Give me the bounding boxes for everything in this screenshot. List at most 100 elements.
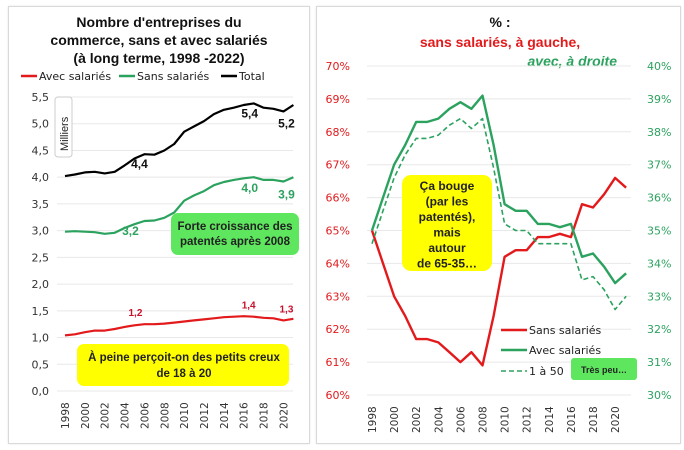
- x-tick-label: 2012: [199, 402, 211, 429]
- x-tick-label: 2000: [80, 402, 92, 429]
- x-tick-label: 2020: [610, 406, 622, 433]
- x-tick-label: 2014: [219, 402, 231, 429]
- x-tick-label: 2006: [139, 402, 151, 429]
- x-tick-label: 2000: [389, 406, 401, 433]
- right-chart-panel: % : sans salariés, à gauche, avec, à droit…: [316, 6, 681, 444]
- y-right-tick-label: 31%: [647, 356, 671, 369]
- y-left-tick-label: 67%: [326, 159, 350, 172]
- chart-title-line: sans salariés, à gauche,: [420, 34, 580, 50]
- annotation-text: À peine perçoit-on des petits creux: [88, 351, 280, 364]
- y-left-tick-label: 61%: [326, 356, 350, 369]
- series-line-avec-salariés: [64, 315, 294, 337]
- y-tick-label: 2,5: [32, 251, 50, 264]
- annotation-text: mais: [433, 226, 461, 240]
- legend-label: Avec salariés: [529, 344, 601, 357]
- right-chart: % : sans salariés, à gauche, avec, à droit…: [326, 14, 672, 433]
- y-tick-label: 2,0: [32, 278, 50, 291]
- x-tick-label: 2018: [588, 406, 600, 433]
- y-left-tick-label: 62%: [326, 323, 350, 336]
- left-chart: Nombre d'entreprises du commerce, sans et…: [21, 14, 299, 429]
- y-tick-label: 0,5: [32, 358, 50, 371]
- y-tick-label: 3,0: [32, 225, 50, 238]
- x-tick-label: 2016: [566, 406, 578, 433]
- data-label: 1,2: [128, 308, 142, 319]
- chart-title-line: Nombre d'entreprises du: [76, 14, 241, 30]
- annotation-text: Très peu…: [581, 365, 627, 375]
- y-tick-label: 4,5: [32, 144, 50, 157]
- series-line-total: [64, 102, 294, 178]
- y-left-tick-label: 60%: [326, 389, 350, 402]
- x-tick-label: 2004: [433, 406, 445, 433]
- x-tick-label: 2010: [500, 406, 512, 433]
- y-right-tick-label: 36%: [647, 192, 671, 205]
- data-label: 4,0: [241, 181, 258, 195]
- y-tick-label: 1,0: [32, 332, 50, 345]
- y-right-tick-label: 37%: [647, 159, 671, 172]
- data-label: 3,9: [278, 187, 295, 201]
- series-line-1-à-50: [371, 117, 627, 311]
- y-right-tick-label: 35%: [647, 225, 671, 238]
- y-right-tick-label: 38%: [647, 126, 671, 139]
- legend-label: Total: [238, 70, 265, 83]
- y-left-tick-label: 66%: [326, 192, 350, 205]
- data-label: 1,4: [242, 301, 256, 312]
- annotation-text: patentés après 2008: [180, 236, 291, 248]
- ylabel-box: [54, 96, 73, 158]
- y-right-tick-label: 39%: [647, 93, 671, 106]
- annotation-text: patentés),: [419, 210, 476, 224]
- data-label: 5,4: [241, 106, 258, 120]
- chart-title-line: % :: [490, 14, 511, 30]
- x-tick-label: 2002: [411, 406, 423, 433]
- x-tick-label: 2008: [159, 402, 171, 429]
- left-chart-panel: Nombre d'entreprises du commerce, sans et…: [8, 6, 310, 444]
- chart-title-line: (à long terme, 1998 -2022): [73, 50, 244, 66]
- annotation-box-green: [571, 358, 637, 380]
- y-right-tick-label: 33%: [647, 290, 671, 303]
- y-left-tick-label: 65%: [326, 225, 350, 238]
- y-left-tick-label: 63%: [326, 290, 350, 303]
- x-tick-label: 2018: [259, 402, 271, 429]
- x-tick-label: 2008: [478, 406, 490, 433]
- series-line-sans-salariés: [64, 176, 294, 235]
- x-tick-label: 2010: [179, 402, 191, 429]
- data-label: 5,2: [278, 116, 295, 130]
- legend-label: Avec salariés: [39, 70, 111, 83]
- data-label: 3,2: [122, 224, 139, 238]
- annotation-text: autour: [428, 241, 466, 255]
- y-left-tick-label: 68%: [326, 126, 350, 139]
- annotation-text: (par les: [426, 195, 469, 209]
- y-right-tick-label: 40%: [647, 60, 671, 73]
- annotation-box-yellow: [77, 344, 289, 386]
- x-tick-label: 2016: [239, 402, 251, 429]
- data-label: 4,4: [131, 157, 148, 171]
- legend-label: Sans salariés: [137, 70, 210, 83]
- series-line-sans-salariés: [370, 176, 627, 367]
- x-tick-label: 2002: [100, 402, 112, 429]
- x-tick-label: 1998: [367, 406, 379, 433]
- y-right-tick-label: 34%: [647, 257, 671, 270]
- x-tick-label: 2012: [522, 406, 534, 433]
- annotation-box-green: [171, 213, 299, 255]
- annotation-text: de 65-35…: [417, 257, 477, 271]
- y-tick-label: 1,5: [32, 305, 50, 318]
- x-tick-label: 1998: [60, 402, 72, 429]
- x-tick-label: 2020: [278, 402, 290, 429]
- x-tick-label: 2006: [455, 406, 467, 433]
- x-tick-label: 2014: [544, 406, 556, 433]
- legend-label: Sans salariés: [529, 324, 602, 337]
- y-right-tick-label: 32%: [647, 323, 671, 336]
- annotation-text: Ça bouge: [420, 179, 475, 193]
- legend-label: 1 à 50: [529, 365, 564, 378]
- y-left-tick-label: 69%: [326, 93, 350, 106]
- y-right-tick-label: 30%: [647, 389, 671, 402]
- y-tick-label: 0,0: [32, 385, 50, 398]
- y-tick-label: 3,5: [32, 198, 50, 211]
- y-tick-label: 4,0: [32, 171, 50, 184]
- y-tick-label: 5,5: [32, 91, 50, 104]
- annotation-box-yellow: [402, 175, 492, 271]
- data-label: 1,3: [280, 304, 294, 315]
- chart-title-line: avec, à droite: [528, 53, 618, 69]
- x-tick-label: 2004: [120, 402, 132, 429]
- y-tick-label: 5,0: [32, 118, 50, 131]
